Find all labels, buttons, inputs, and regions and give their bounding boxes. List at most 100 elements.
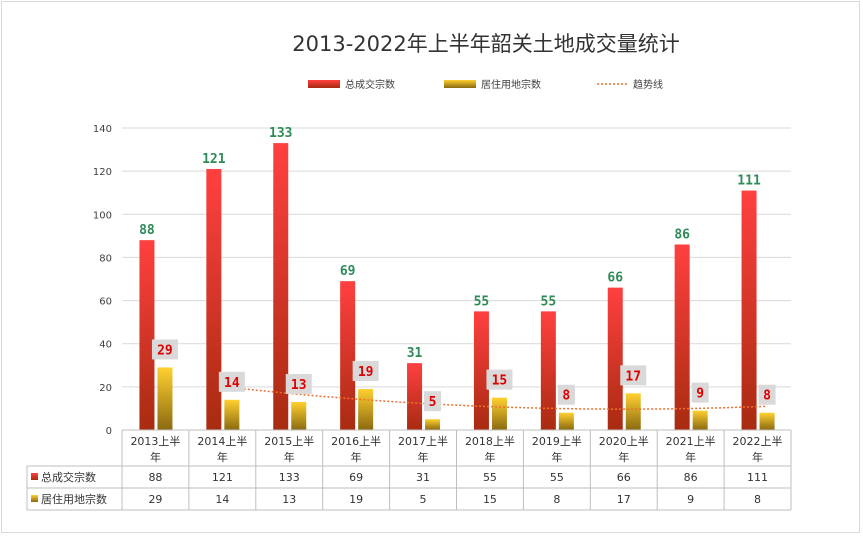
table-cell-residential: 9 [687, 493, 694, 506]
data-label-residential: 17 [625, 369, 641, 384]
y-tick-label: 0 [106, 426, 112, 437]
bar-total [674, 244, 690, 430]
data-label-residential: 8 [562, 389, 570, 404]
table-row-header-residential: 居住用地宗数 [41, 492, 107, 506]
y-tick-label: 40 [99, 340, 112, 351]
legend-label-residential: 居住用地宗数 [481, 78, 541, 91]
data-label-residential: 19 [358, 365, 374, 380]
y-tick-label: 80 [99, 253, 112, 264]
y-tick-label: 100 [93, 210, 112, 221]
data-label-box [352, 361, 379, 382]
data-label-residential: 5 [429, 395, 437, 410]
bar-total [407, 363, 423, 430]
table-cell-residential: 13 [282, 493, 296, 506]
x-category-label: 2021上半 [666, 434, 716, 448]
x-category-label-cont: 年 [418, 450, 429, 464]
data-label-box [620, 365, 647, 386]
table-cell-residential: 14 [215, 493, 229, 506]
table-cell-residential: 19 [349, 493, 363, 506]
x-category-label: 2016上半 [331, 434, 381, 448]
data-label-box [218, 371, 245, 392]
x-category-label: 2013上半 [130, 434, 180, 448]
bar-total [139, 240, 155, 430]
data-label-residential: 14 [224, 376, 240, 391]
x-category-label-cont: 年 [618, 450, 629, 464]
x-category-label: 2015上半 [264, 434, 314, 448]
y-tick-label: 140 [93, 124, 112, 135]
data-label-total: 111 [737, 174, 761, 189]
data-label-total: 133 [269, 126, 292, 141]
bar-residential [157, 367, 173, 430]
bar-residential [625, 393, 641, 430]
data-label-box [758, 384, 776, 405]
data-label-total: 55 [474, 294, 490, 309]
data-label-residential: 15 [492, 374, 508, 389]
data-label-total: 31 [407, 346, 423, 361]
x-category-label-cont: 年 [217, 450, 228, 464]
table-cell-total: 66 [617, 471, 631, 484]
x-category-label: 2022上半 [733, 434, 783, 448]
bar-total [273, 143, 289, 430]
data-label-total: 69 [340, 264, 356, 279]
data-label-box [486, 369, 513, 390]
table-key-residential [31, 495, 38, 502]
table-cell-total: 55 [550, 471, 564, 484]
data-label-residential: 13 [291, 378, 307, 393]
x-category-label-cont: 年 [150, 450, 161, 464]
table-cell-residential: 29 [148, 493, 162, 506]
bar-residential [558, 412, 574, 430]
y-tick-label: 20 [99, 383, 112, 394]
bar-residential [358, 389, 374, 430]
legend-swatch-residential [444, 80, 476, 88]
y-tick-label: 120 [93, 167, 112, 178]
legend-label-trendline: 趋势线 [633, 78, 663, 91]
table-cell-total: 55 [483, 471, 497, 484]
legend: 总成交宗数 居住用地宗数 趋势线 [308, 78, 663, 91]
data-label-total: 55 [541, 294, 557, 309]
bar-residential [692, 410, 708, 430]
bar-total [340, 281, 356, 430]
bar-residential [291, 401, 307, 430]
bar-residential [759, 412, 775, 430]
table-cell-residential: 8 [553, 493, 560, 506]
data-label-box [691, 382, 709, 403]
x-category-label: 2017上半 [398, 434, 448, 448]
table-cell-total: 121 [212, 471, 233, 484]
y-tick-label: 60 [99, 297, 112, 308]
data-label-total: 121 [202, 152, 226, 167]
bar-total [540, 311, 556, 430]
x-category-label-cont: 年 [685, 450, 696, 464]
data-label-total: 86 [674, 227, 690, 242]
table-cell-total: 133 [279, 471, 300, 484]
bar-total [607, 287, 623, 430]
table-cell-total: 111 [747, 471, 768, 484]
x-category-label-cont: 年 [351, 450, 362, 464]
table-cell-residential: 8 [754, 493, 761, 506]
table-cell-residential: 5 [420, 493, 427, 506]
x-category-label-cont: 年 [551, 450, 562, 464]
data-label-residential: 9 [696, 387, 704, 402]
data-label-box [151, 339, 178, 360]
table-cell-total: 69 [349, 471, 363, 484]
data-label-total: 66 [607, 271, 623, 286]
x-category-label: 2019上半 [532, 434, 582, 448]
data-label-box [285, 373, 312, 394]
bar-residential [425, 419, 441, 430]
x-category-label: 2020上半 [599, 434, 649, 448]
table-cell-total: 86 [684, 471, 698, 484]
table-cell-total: 88 [148, 471, 162, 484]
data-label-residential: 8 [763, 389, 771, 404]
table-row-header-total: 总成交宗数 [41, 470, 96, 484]
x-category-label: 2014上半 [197, 434, 247, 448]
bar-total [206, 168, 222, 430]
data-label-residential: 29 [157, 343, 173, 358]
x-category-label-cont: 年 [484, 450, 495, 464]
bar-residential [224, 399, 240, 430]
data-label-box [557, 384, 575, 405]
table-cell-total: 31 [416, 471, 430, 484]
legend-swatch-total [308, 80, 340, 88]
x-category-label-cont: 年 [284, 450, 295, 464]
bar-total [473, 311, 489, 430]
